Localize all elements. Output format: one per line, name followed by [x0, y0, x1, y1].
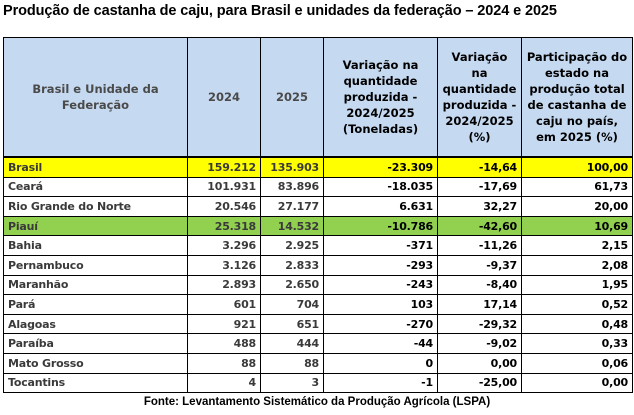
value-cell: 100,00	[521, 155, 633, 178]
value-cell: 101.931	[187, 176, 261, 198]
column-header: Variação na quantidade produzida - 2024/…	[323, 37, 438, 158]
value-cell: 14.532	[260, 215, 324, 237]
region-name-cell: Ceará	[3, 176, 188, 198]
table-title: Produção de castanha de caju, para Brasi…	[3, 3, 557, 19]
table-row: Bahia 3.296 2.925 -371 -11,26 2,15	[3, 235, 633, 256]
value-cell: 2,08	[521, 254, 633, 276]
source-note: Fonte: Levantamento Sistemático da Produ…	[143, 396, 491, 408]
value-cell: -371	[323, 235, 438, 256]
value-cell: 10,69	[521, 215, 633, 237]
value-cell: 3.296	[187, 235, 261, 256]
table-row: Brasil 159.212 135.903 -23.309 -14,64 100,00	[3, 155, 633, 178]
value-cell: 651	[260, 313, 324, 335]
value-cell: -17,69	[437, 176, 522, 198]
value-cell: -18.035	[323, 176, 438, 198]
value-cell: 0,00	[437, 352, 522, 374]
region-name-cell: Brasil	[3, 155, 188, 178]
value-cell: -11,26	[437, 235, 522, 256]
value-cell: 61,73	[521, 176, 633, 198]
value-cell: 4	[187, 372, 261, 394]
value-cell: 20,00	[521, 196, 633, 217]
value-cell: -293	[323, 254, 438, 276]
table-row: Paraíba 488 444 -44 -9,02 0,33	[3, 333, 633, 354]
value-cell: -1	[323, 372, 438, 394]
column-header: Variação na quantidade produzida - 2024/…	[437, 37, 522, 158]
column-header: 2024	[187, 37, 261, 158]
value-cell: 2.893	[187, 274, 261, 296]
table-row: Mato Grosso 88 88 0 0,00 0,06	[3, 352, 633, 374]
value-cell: 135.903	[260, 155, 324, 178]
value-cell: 20.546	[187, 196, 261, 217]
column-header: Participação do estado na produção total…	[521, 37, 633, 158]
value-cell: 0	[323, 352, 438, 374]
region-name-cell: Pernambuco	[3, 254, 188, 276]
region-name-cell: Paraíba	[3, 333, 188, 354]
table-row: Tocantins 4 3 -1 -25,00 0,00	[3, 372, 633, 394]
column-header: Brasil e Unidade da Federação	[3, 37, 188, 158]
value-cell: -8,40	[437, 274, 522, 296]
value-cell: 601	[187, 294, 261, 315]
value-cell: -243	[323, 274, 438, 296]
value-cell: 0,33	[521, 333, 633, 354]
value-cell: 0,06	[521, 352, 633, 374]
value-cell: 103	[323, 294, 438, 315]
table-row: Pará 601 704 103 17,14 0,52	[3, 294, 633, 315]
value-cell: 2.650	[260, 274, 324, 296]
value-cell: 27.177	[260, 196, 324, 217]
region-name-cell: Bahia	[3, 235, 188, 256]
value-cell: -25,00	[437, 372, 522, 394]
value-cell: 488	[187, 333, 261, 354]
table-row: Alagoas 921 651 -270 -29,32 0,48	[3, 313, 633, 335]
value-cell: -23.309	[323, 155, 438, 178]
value-cell: -44	[323, 333, 438, 354]
table-row: Pernambuco 3.126 2.833 -293 -9,37 2,08	[3, 254, 633, 276]
value-cell: -9,02	[437, 333, 522, 354]
value-cell: 159.212	[187, 155, 261, 178]
value-cell: 2,15	[521, 235, 633, 256]
column-header: 2025	[260, 37, 324, 158]
table-row: Ceará 101.931 83.896 -18.035 -17,69 61,73	[3, 176, 633, 198]
region-name-cell: Rio Grande do Norte	[3, 196, 188, 217]
value-cell: 32,27	[437, 196, 522, 217]
value-cell: -270	[323, 313, 438, 335]
table-row: Maranhão 2.893 2.650 -243 -8,40 1,95	[3, 274, 633, 296]
value-cell: 25.318	[187, 215, 261, 237]
value-cell: 83.896	[260, 176, 324, 198]
value-cell: 88	[187, 352, 261, 374]
value-cell: 88	[260, 352, 324, 374]
value-cell: 3.126	[187, 254, 261, 276]
value-cell: 444	[260, 333, 324, 354]
value-cell: 0,48	[521, 313, 633, 335]
value-cell: 3	[260, 372, 324, 394]
region-name-cell: Maranhão	[3, 274, 188, 296]
region-name-cell: Alagoas	[3, 313, 188, 335]
production-table: Brasil e Unidade da Federação 2024 2025 Var…	[3, 37, 633, 394]
value-cell: 0,00	[521, 372, 633, 394]
region-name-cell: Pará	[3, 294, 188, 315]
region-name-cell: Piauí	[3, 215, 188, 237]
table-row: Rio Grande do Norte 20.546 27.177 6.631 32,2…	[3, 196, 633, 217]
value-cell: 6.631	[323, 196, 438, 217]
value-cell: -14,64	[437, 155, 522, 178]
value-cell: 1,95	[521, 274, 633, 296]
value-cell: -42,60	[437, 215, 522, 237]
value-cell: 2.833	[260, 254, 324, 276]
value-cell: 0,52	[521, 294, 633, 315]
value-cell: 2.925	[260, 235, 324, 256]
value-cell: -29,32	[437, 313, 522, 335]
value-cell: 921	[187, 313, 261, 335]
value-cell: -9,37	[437, 254, 522, 276]
table-row: Piauí 25.318 14.532 -10.786 -42,60 10,69	[3, 215, 633, 237]
region-name-cell: Mato Grosso	[3, 352, 188, 374]
region-name-cell: Tocantins	[3, 372, 188, 394]
value-cell: 704	[260, 294, 324, 315]
value-cell: 17,14	[437, 294, 522, 315]
value-cell: -10.786	[323, 215, 438, 237]
